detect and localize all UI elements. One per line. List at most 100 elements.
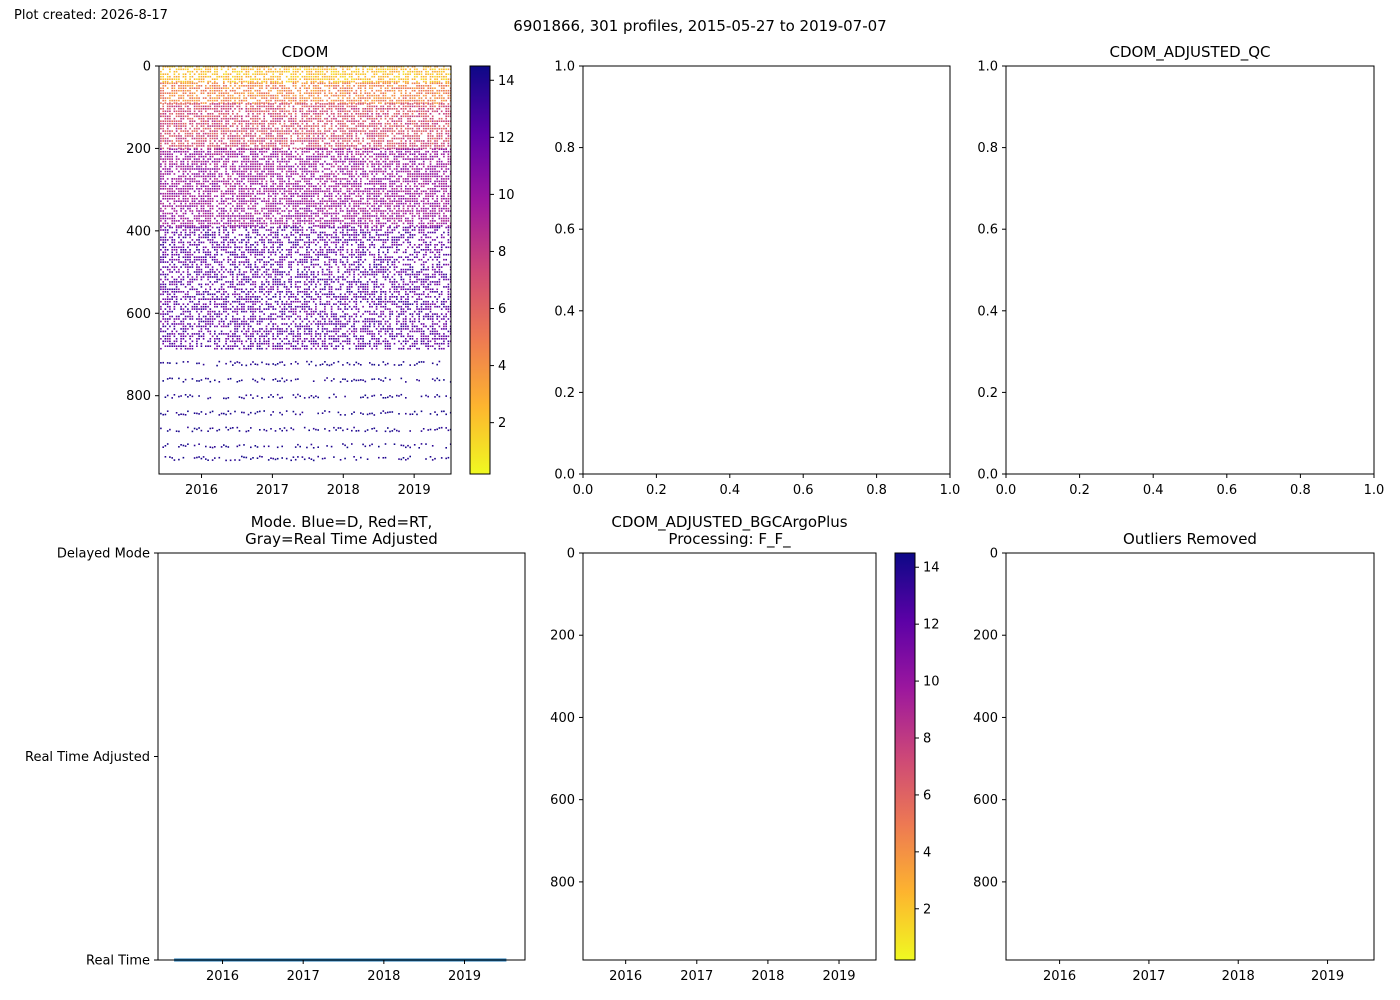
heatmap-cell bbox=[164, 85, 167, 87]
heatmap-cell bbox=[207, 115, 209, 118]
heatmap-cell bbox=[290, 315, 292, 318]
heatmap-cell bbox=[290, 155, 292, 158]
heatmap-cell bbox=[272, 323, 274, 325]
heatmap-cell bbox=[191, 80, 194, 83]
heatmap-cell bbox=[223, 180, 225, 183]
heatmap-cell bbox=[294, 413, 297, 416]
heatmap-cell bbox=[294, 340, 297, 343]
heatmap-cell bbox=[276, 120, 279, 122]
heatmap-cell bbox=[223, 200, 225, 202]
heatmap-cell bbox=[252, 155, 254, 158]
heatmap-cell bbox=[281, 202, 283, 205]
heatmap-cell bbox=[272, 94, 274, 97]
heatmap-cell bbox=[297, 281, 299, 283]
heatmap-cell bbox=[272, 160, 274, 163]
heatmap-cell bbox=[193, 127, 196, 130]
heatmap-cell bbox=[252, 268, 254, 271]
heatmap-cell bbox=[276, 78, 279, 80]
heatmap-cell bbox=[270, 229, 272, 231]
heatmap-cell bbox=[189, 210, 191, 212]
heatmap-cell bbox=[279, 173, 281, 175]
heatmap-cell bbox=[292, 120, 295, 122]
heatmap-cell bbox=[229, 303, 232, 305]
heatmap-cell bbox=[207, 200, 209, 202]
heatmap-cell bbox=[288, 241, 290, 244]
heatmap-cell bbox=[272, 396, 274, 398]
heatmap-cell bbox=[160, 140, 162, 142]
heatmap-cell bbox=[180, 333, 182, 335]
heatmap-cell bbox=[229, 105, 232, 108]
heatmap-cell bbox=[175, 300, 178, 303]
heatmap-cell bbox=[250, 251, 252, 254]
heatmap-cell bbox=[205, 315, 207, 318]
heatmap-cell bbox=[234, 120, 236, 122]
heatmap-cell bbox=[202, 249, 205, 251]
heatmap-cell bbox=[169, 82, 171, 85]
heatmap-cell bbox=[166, 78, 169, 80]
heatmap-cell bbox=[294, 217, 297, 220]
heatmap-cell bbox=[180, 115, 182, 118]
heatmap-cell bbox=[232, 286, 234, 288]
heatmap-cell bbox=[243, 188, 245, 190]
heatmap-cell bbox=[202, 168, 205, 170]
heatmap-cell bbox=[299, 323, 301, 325]
heatmap-cell bbox=[196, 338, 198, 340]
heatmap-cell bbox=[263, 94, 265, 97]
heatmap-cell bbox=[187, 197, 189, 200]
heatmap-cell bbox=[245, 298, 248, 300]
heatmap-cell bbox=[294, 108, 297, 110]
heatmap-cell bbox=[178, 414, 180, 416]
heatmap-cell bbox=[209, 333, 212, 335]
heatmap-cell bbox=[196, 266, 198, 268]
heatmap-cell bbox=[196, 380, 198, 382]
heatmap-cell bbox=[223, 244, 225, 246]
heatmap-cell bbox=[182, 212, 185, 215]
heatmap-cell bbox=[281, 155, 283, 158]
heatmap-cell bbox=[182, 142, 185, 145]
heatmap-cell bbox=[180, 234, 182, 236]
heatmap-cell bbox=[205, 132, 207, 135]
heatmap-cell bbox=[241, 298, 243, 300]
heatmap-cell bbox=[202, 183, 205, 185]
heatmap-cell bbox=[279, 89, 281, 92]
heatmap-cell bbox=[250, 185, 252, 188]
heatmap-cell bbox=[198, 215, 200, 217]
heatmap-cell bbox=[173, 241, 176, 244]
heatmap-cell bbox=[209, 286, 212, 288]
heatmap-cell bbox=[216, 94, 218, 97]
heatmap-cell bbox=[297, 202, 299, 205]
heatmap-cell bbox=[276, 140, 279, 142]
heatmap-cell bbox=[276, 342, 279, 345]
heatmap-cell bbox=[189, 205, 191, 207]
heatmap-cell bbox=[173, 207, 176, 210]
heatmap-cell bbox=[162, 244, 164, 246]
heatmap-cell bbox=[245, 217, 248, 220]
heatmap-cell bbox=[259, 268, 261, 271]
heatmap-cell bbox=[227, 217, 230, 220]
heatmap-cell bbox=[184, 328, 187, 330]
heatmap-cell bbox=[166, 320, 169, 323]
heatmap-cell bbox=[301, 207, 304, 210]
heatmap-cell bbox=[276, 268, 279, 271]
heatmap-cell bbox=[184, 234, 187, 236]
heatmap-cell bbox=[225, 99, 227, 102]
heatmap-cell bbox=[232, 212, 234, 215]
heatmap-cell bbox=[178, 142, 180, 145]
heatmap-cell bbox=[254, 148, 257, 150]
heatmap-cell bbox=[175, 330, 178, 333]
heatmap-cell bbox=[182, 158, 185, 160]
heatmap-cell bbox=[173, 325, 176, 328]
heatmap-cell bbox=[288, 97, 290, 99]
heatmap-cell bbox=[254, 75, 257, 78]
heatmap-cell bbox=[232, 220, 234, 222]
heatmap-cell bbox=[173, 335, 176, 338]
heatmap-cell bbox=[294, 68, 297, 71]
heatmap-cell bbox=[187, 246, 189, 249]
heatmap-cell bbox=[218, 315, 221, 318]
heatmap-cell bbox=[223, 66, 225, 68]
heatmap-cell bbox=[178, 103, 180, 105]
heatmap-cell bbox=[175, 296, 178, 298]
heatmap-cell bbox=[227, 127, 230, 130]
heatmap-cell bbox=[193, 200, 196, 202]
heatmap-cell bbox=[160, 73, 162, 75]
